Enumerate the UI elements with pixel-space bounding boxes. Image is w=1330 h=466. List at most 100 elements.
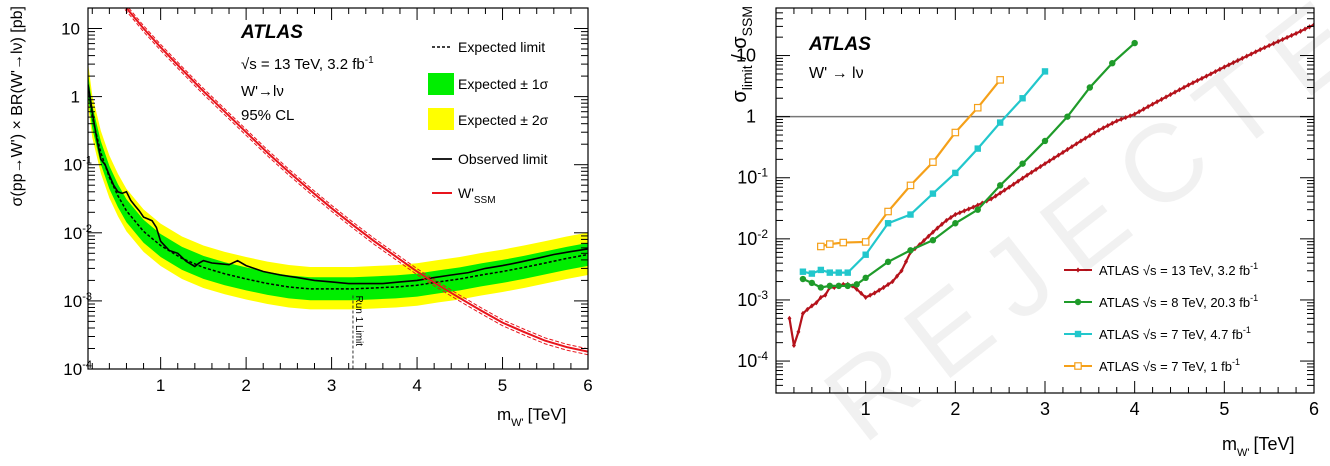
series-marker: [1105, 122, 1110, 129]
right-legend: ATLAS √s = 13 TeV, 3.2 fb-1 ATLAS √s = 8 …: [1064, 261, 1258, 374]
series-marker: [877, 287, 882, 293]
series-marker: [861, 238, 870, 246]
legend-ssm-sub: SSM: [474, 195, 496, 206]
series-marker: [817, 266, 825, 274]
series-marker: [1114, 118, 1119, 124]
left-y-tick-exponent: -1: [82, 155, 92, 167]
series-marker: [863, 294, 868, 301]
right-x-axis-title-sub: W': [1237, 447, 1249, 459]
series-marker: [971, 204, 976, 210]
series-marker: [1244, 53, 1249, 59]
legend-label: ATLAS √s = 13 TeV, 3.2 fb-1: [1099, 261, 1258, 278]
series-marker: [1007, 184, 1012, 190]
series-marker: [1092, 130, 1097, 136]
series-marker: [1101, 125, 1106, 131]
series-marker: [962, 208, 967, 214]
legend-swatch-marker: [1076, 267, 1080, 273]
run1-limit-annotation: Run 1 Limit: [352, 295, 364, 369]
series-marker: [787, 315, 792, 321]
right-x-axis-title-unit: [TeV]: [1253, 434, 1294, 454]
series-marker: [1231, 60, 1236, 66]
series-marker: [826, 282, 833, 290]
run1-limit-label: Run 1 Limit: [353, 296, 364, 347]
right-y-axis-sub1: limit: [739, 65, 755, 90]
series-marker: [1199, 75, 1204, 81]
series-marker: [1109, 59, 1116, 67]
series-marker: [1034, 166, 1039, 173]
legend-swatch-marker: [1074, 330, 1082, 338]
series-marker: [1150, 101, 1155, 107]
series-marker: [1083, 135, 1088, 141]
series-marker: [1065, 146, 1070, 153]
right-y-tick-exponent: -3: [757, 288, 768, 302]
series-marker: [1226, 62, 1231, 68]
series-marker: [1016, 178, 1021, 184]
series-marker: [1276, 38, 1281, 45]
series-marker: [1280, 36, 1285, 43]
series-3: [817, 76, 1004, 251]
legend-ssm-label: W'SSM: [458, 185, 496, 206]
right-y-tick-base: 10: [737, 168, 757, 188]
legend-expected-label: Expected limit: [458, 39, 545, 55]
series-marker: [862, 251, 869, 258]
right-y-axis-mid: / σ: [729, 36, 751, 66]
series-marker: [818, 294, 823, 301]
series-marker: [835, 269, 842, 276]
left-atlas-label: ATLAS: [240, 22, 303, 43]
series-marker: [939, 221, 944, 227]
series-marker: [839, 238, 848, 247]
series-marker: [1164, 94, 1169, 100]
series-marker: [1060, 149, 1065, 155]
legend-label: ATLAS √s = 8 TeV, 20.3 fb-1: [1099, 293, 1258, 310]
left-y-tick-label: 1: [71, 88, 80, 107]
left-x-tick-label: 6: [583, 376, 592, 395]
right-y-axis-sigma1: σ: [729, 90, 751, 103]
left-x-tick-label: 2: [241, 376, 250, 395]
right-y-tick-base: 10: [737, 229, 757, 249]
series-marker: [799, 268, 807, 275]
left-y-tick-exponent: -4: [82, 359, 92, 371]
series-marker: [993, 193, 998, 199]
limit-curves: [88, 8, 588, 356]
left-y-tick-base: 10: [63, 224, 82, 243]
series-marker: [1078, 138, 1083, 144]
right-y-tick-base: 1: [746, 107, 756, 127]
series-line: [820, 79, 1002, 248]
series-marker: [823, 292, 828, 298]
expected-bands: [88, 62, 588, 310]
right-y-tick-label: 10: [736, 46, 756, 66]
series-marker: [1285, 34, 1290, 41]
right-x-tick-label: 3: [1040, 399, 1050, 419]
series-marker: [1137, 109, 1142, 115]
series-marker: [1298, 28, 1303, 34]
series-marker: [975, 202, 980, 208]
series-marker: [1029, 169, 1034, 175]
series-marker: [1217, 66, 1222, 72]
left-y-tick-label: 10-1: [63, 155, 92, 175]
series-marker: [1208, 71, 1213, 77]
ssm-curve: [125, 8, 588, 353]
series-marker: [921, 237, 926, 244]
series-marker: [805, 306, 810, 313]
left-plot-frame: [87, 7, 589, 370]
legend-observed-label: Observed limit: [458, 151, 548, 167]
right-x-axis-title-m: m: [1222, 434, 1237, 454]
right-y-tick-base: 10: [736, 46, 756, 66]
left-y-tick-base: 10: [63, 360, 82, 379]
series-marker: [1132, 111, 1137, 117]
right-plot-frame: [775, 7, 1315, 394]
left-y-tick-label: 10: [61, 20, 80, 39]
series-marker: [952, 169, 959, 177]
series-marker: [953, 211, 958, 218]
left-x-axis-title-sub: W': [511, 417, 523, 429]
series-marker: [974, 206, 981, 213]
series-marker: [826, 269, 833, 276]
series-marker: [854, 286, 859, 292]
series-marker: [951, 128, 960, 137]
series-marker: [904, 259, 909, 265]
series-marker: [1155, 99, 1160, 105]
series-marker: [906, 181, 915, 190]
series-marker: [907, 211, 914, 218]
series-marker: [796, 329, 801, 335]
